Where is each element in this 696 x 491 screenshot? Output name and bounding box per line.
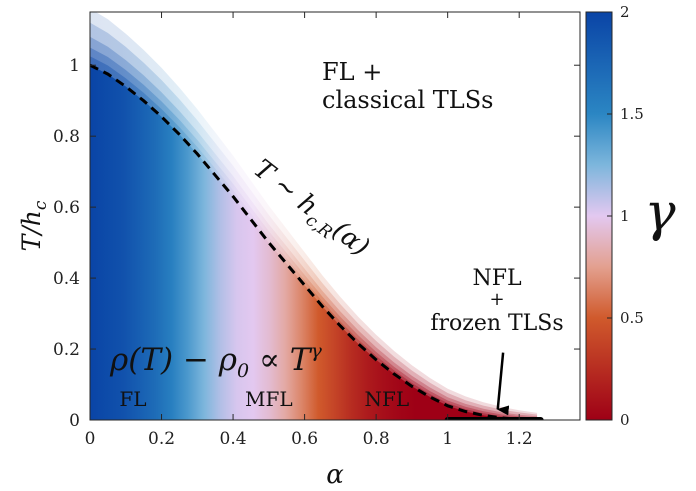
region-label-fl: FL	[119, 387, 146, 411]
x-tick-label: 0.6	[291, 429, 318, 449]
colorbar-tick-label: 2	[620, 3, 630, 21]
x-axis-label: α	[326, 460, 344, 490]
colorbar-tick-label: 0	[620, 411, 630, 429]
colorbar-tick-label: 1	[620, 207, 630, 225]
nfl-frozen-line2: +	[489, 289, 504, 310]
curves-layer	[90, 63, 544, 420]
y-tick-label: 1	[69, 56, 80, 76]
x-tick-label: 1.2	[506, 429, 533, 449]
fl-classical-line1: FL +	[322, 58, 382, 86]
colorbar-label: γ	[644, 183, 676, 243]
plot-frame	[89, 11, 581, 421]
axis-ticks: 0 0.2 0.4 0.6 0.8 1 1.2 0 0.2 0.4 0.6 0.8 1	[53, 12, 580, 449]
y-tick-label: 0.6	[53, 198, 80, 218]
x-tick-label: 0	[85, 429, 96, 449]
x-tick-label: 1	[442, 429, 453, 449]
heatmap-layer	[90, 12, 580, 420]
y-axis-label: T/hc	[17, 200, 51, 251]
arrow-to-frozen-segment	[496, 352, 510, 416]
fl-classical-line2: classical TLSs	[322, 86, 494, 114]
region-label-nfl: NFL	[365, 387, 410, 411]
colorbar-tick-label: 0.5	[620, 309, 644, 327]
colorbar-tick-label: 1.5	[620, 105, 644, 123]
y-tick-label: 0.2	[53, 340, 80, 360]
crossover-curve-dashed	[90, 63, 538, 420]
x-tick-label: 0.8	[363, 429, 390, 449]
nfl-frozen-line1: NFL	[472, 266, 522, 291]
y-tick-label: 0	[69, 411, 80, 431]
colorbar: 0 0.5 1 1.5 2 γ	[585, 3, 676, 429]
resistivity-formula: ρ(T) − ρ0 ∝ Tγ	[109, 340, 322, 382]
axis-labels: α T/hc	[17, 200, 344, 490]
x-tick-label: 0.4	[220, 429, 247, 449]
region-label-mfl: MFL	[245, 387, 293, 411]
y-tick-label: 0.8	[53, 127, 80, 147]
heat-region	[90, 65, 538, 420]
y-tick-label: 0.4	[53, 269, 80, 289]
x-tick-label: 0.2	[148, 429, 175, 449]
nfl-frozen-line3: frozen TLSs	[430, 311, 563, 336]
